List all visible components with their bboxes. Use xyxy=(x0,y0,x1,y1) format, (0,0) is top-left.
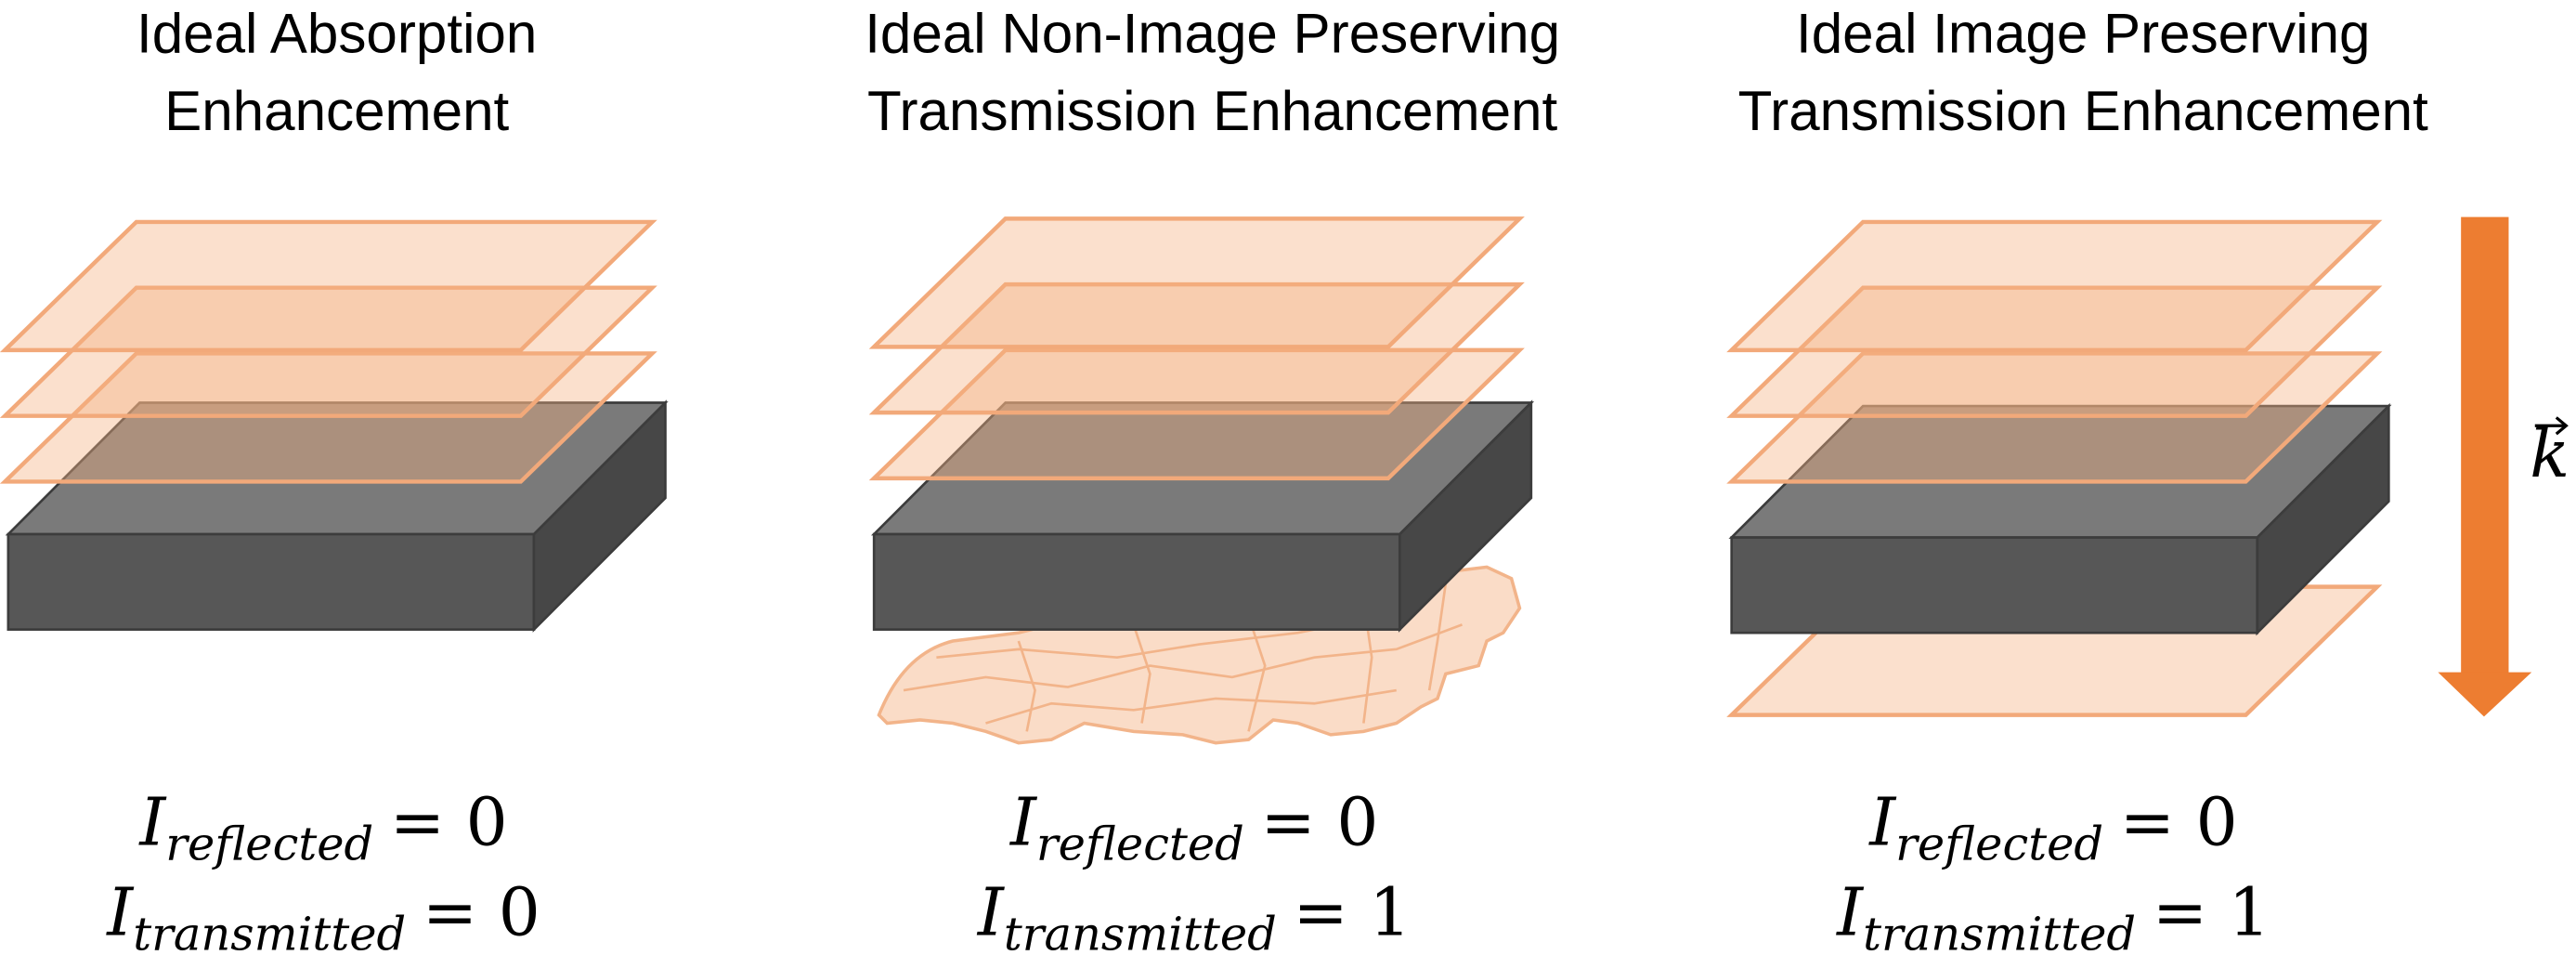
arrow-head xyxy=(2438,672,2532,717)
eq-symbol: I xyxy=(105,874,135,951)
eq-symbol: I xyxy=(137,783,167,860)
equation: Ireflected = 0 xyxy=(137,783,507,870)
eq-symbol: I xyxy=(976,874,1006,951)
texts: Ideal Absorption Enhancement Ireflected = 0… xyxy=(105,3,2428,955)
eq-rhs: = 1 xyxy=(1294,874,1412,951)
wave-plane xyxy=(1726,219,2383,353)
eq-symbol: I xyxy=(1867,783,1897,860)
panel-title: Enhancement xyxy=(164,80,509,142)
panel-absorption xyxy=(0,219,669,633)
eq-rhs: = 0 xyxy=(1261,783,1379,860)
eq-subscript: transmitted xyxy=(1863,908,2136,955)
eq-rhs: = 0 xyxy=(423,874,540,951)
eq-symbol: I xyxy=(1008,783,1038,860)
slab-side xyxy=(532,399,667,633)
slab-front xyxy=(1730,536,2259,634)
eq-subscript: reflected xyxy=(1895,817,2103,870)
eq-subscript: transmitted xyxy=(133,908,406,955)
slab-front xyxy=(872,532,1401,631)
panel-image xyxy=(1726,219,2392,717)
panel-non-image xyxy=(868,216,1535,745)
equation: Itransmitted = 0 xyxy=(105,874,540,955)
eq-subscript: reflected xyxy=(165,817,373,870)
panel-title: Transmission Enhancement xyxy=(1738,80,2428,142)
eq-rhs: = 1 xyxy=(2153,874,2270,951)
wave-plane xyxy=(0,219,657,353)
k-arrow: k xyxy=(2438,216,2569,717)
equation: Itransmitted = 1 xyxy=(1835,874,2270,955)
panel-title: Ideal Image Preserving xyxy=(1796,3,2370,65)
equation: Ireflected = 0 xyxy=(1867,783,2237,870)
arrow-shaft xyxy=(2461,216,2509,674)
panel-title: Ideal Absorption xyxy=(137,3,537,65)
scatter-lines xyxy=(903,582,1463,732)
equation: Itransmitted = 1 xyxy=(976,874,1411,955)
equation: Ireflected = 0 xyxy=(1008,783,1378,870)
slab-side xyxy=(2256,402,2390,636)
eq-symbol: I xyxy=(1835,874,1865,951)
slab-side xyxy=(1398,399,1533,633)
wave-plane xyxy=(868,216,1525,349)
eq-rhs: = 0 xyxy=(390,783,508,860)
slab-front xyxy=(7,532,536,631)
vector-head xyxy=(2555,416,2569,436)
eq-subscript: transmitted xyxy=(1004,908,1277,955)
panel-title: Ideal Non-Image Preserving xyxy=(865,3,1560,65)
eq-subscript: reflected xyxy=(1036,817,1244,870)
panel-title: Transmission Enhancement xyxy=(867,80,1557,142)
eq-rhs: = 0 xyxy=(2120,783,2238,860)
